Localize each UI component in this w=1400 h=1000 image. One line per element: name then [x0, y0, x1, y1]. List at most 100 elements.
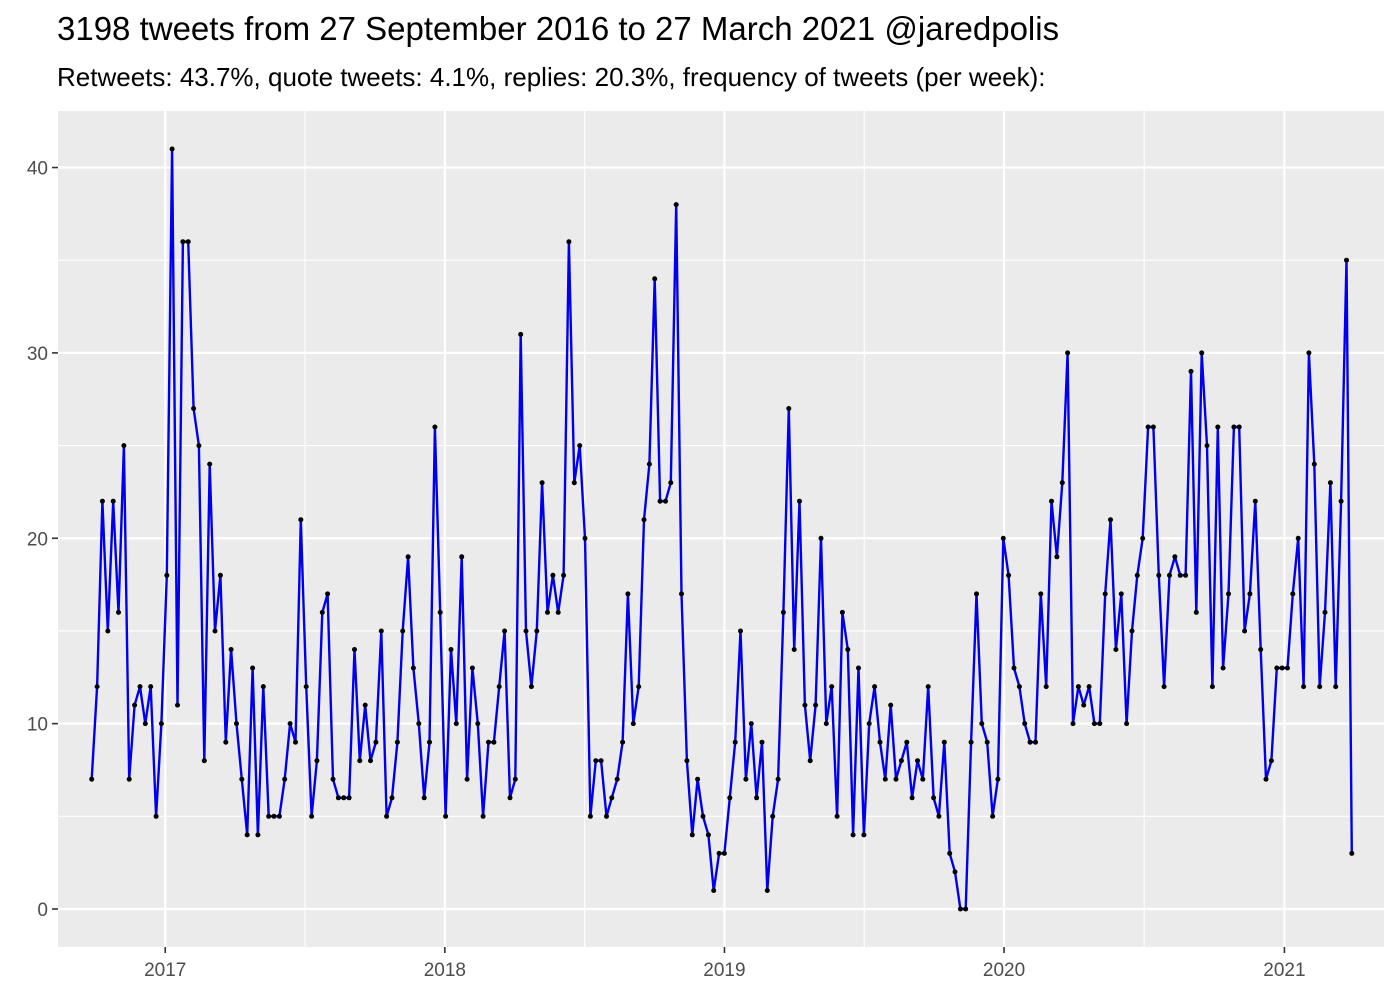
data-point [732, 739, 738, 745]
data-point [711, 888, 717, 893]
data-point [1301, 684, 1307, 690]
data-point [244, 832, 250, 838]
data-point [904, 739, 910, 745]
data-point [389, 795, 395, 801]
data-point [593, 758, 599, 764]
data-point [990, 813, 996, 819]
data-point [234, 721, 239, 727]
data-point [94, 684, 100, 690]
data-point [475, 721, 481, 727]
data-point [207, 461, 213, 467]
data-point [164, 572, 170, 578]
data-point [775, 776, 781, 782]
data-point [491, 739, 497, 745]
data-point [877, 739, 883, 745]
data-point [110, 498, 116, 504]
data-point [721, 850, 727, 856]
data-point [539, 480, 545, 486]
data-point [856, 665, 861, 671]
data-point [1322, 609, 1328, 615]
data-point [1000, 535, 1006, 541]
data-point [464, 776, 470, 782]
data-point [1247, 591, 1253, 597]
data-point [201, 758, 207, 764]
data-point [577, 443, 583, 449]
data-point [652, 276, 658, 282]
data-point [780, 609, 786, 615]
data-point [239, 776, 245, 782]
data-point [507, 795, 513, 801]
data-point [1209, 684, 1215, 690]
data-point [689, 832, 695, 838]
data-point [920, 776, 926, 782]
data-point [1338, 498, 1344, 504]
data-point [1150, 424, 1156, 430]
data-point [1156, 572, 1162, 578]
data-point [764, 888, 770, 893]
data-point [1172, 554, 1178, 560]
data-point [571, 480, 577, 486]
data-point [1118, 591, 1124, 597]
data-point [148, 684, 154, 690]
data-point [1006, 572, 1012, 578]
data-point [1231, 424, 1237, 430]
data-point [1102, 591, 1108, 597]
x-tick-label: 2017 [144, 960, 186, 981]
data-point [947, 850, 953, 856]
x-tick-label: 2019 [703, 960, 745, 981]
data-point [1177, 572, 1183, 578]
data-point [545, 609, 550, 615]
data-point [180, 239, 186, 245]
data-point [1043, 684, 1049, 690]
data-point [1306, 350, 1312, 356]
data-point [936, 813, 942, 819]
data-point [1129, 628, 1135, 634]
data-point [469, 665, 475, 671]
data-point [298, 517, 304, 523]
data-point [636, 684, 642, 690]
data-point [1038, 591, 1044, 597]
data-point [604, 813, 609, 819]
y-tick-label: 30 [27, 344, 48, 365]
data-point [362, 702, 368, 708]
data-point [453, 721, 459, 727]
data-point [1054, 554, 1060, 560]
data-point [1161, 684, 1167, 690]
data-point [1268, 758, 1274, 764]
data-point [250, 665, 256, 671]
data-point [1145, 424, 1151, 430]
data-point [1279, 665, 1285, 671]
data-point [1065, 350, 1071, 356]
data-point [1327, 480, 1333, 486]
data-point [705, 832, 711, 838]
data-point [754, 795, 760, 801]
data-point [314, 758, 320, 764]
data-point [528, 684, 534, 690]
data-point [850, 832, 856, 838]
data-point [293, 739, 298, 745]
data-point [759, 739, 765, 745]
data-point [309, 813, 315, 819]
data-point [813, 702, 819, 708]
data-point [459, 554, 465, 560]
data-point [941, 739, 947, 745]
data-point [185, 239, 191, 245]
data-point [303, 684, 309, 690]
data-point [679, 591, 684, 597]
data-point [212, 628, 218, 634]
data-point [137, 684, 143, 690]
plot-panel [58, 111, 1384, 947]
data-point [400, 628, 406, 634]
data-point [1252, 498, 1258, 504]
data-point [673, 202, 679, 208]
chart-subtitle: Retweets: 43.7%, quote tweets: 4.1%, rep… [57, 62, 1046, 92]
data-point [909, 795, 915, 801]
data-point [1349, 850, 1355, 856]
data-point [700, 813, 706, 819]
data-point [550, 572, 556, 578]
data-point [1258, 647, 1264, 652]
x-tick-label: 2020 [983, 960, 1025, 981]
data-point [1091, 721, 1097, 727]
data-point [266, 813, 272, 819]
